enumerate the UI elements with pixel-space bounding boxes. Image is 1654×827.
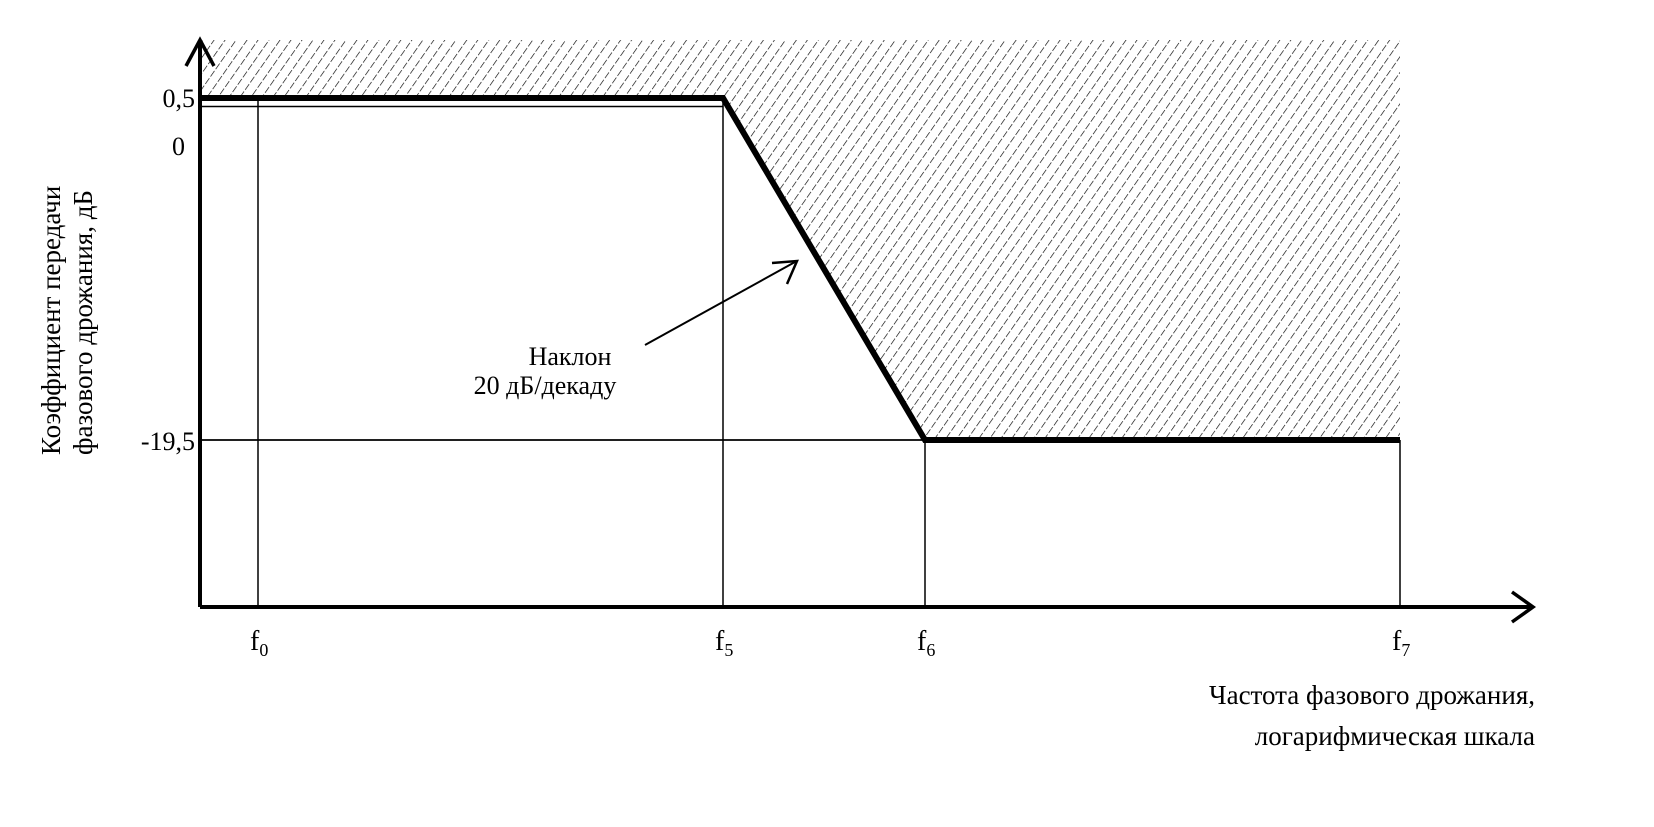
x-axis-label-line: Частота фазового дрожания,: [1209, 680, 1535, 710]
y-tick-label: 0: [172, 132, 185, 161]
x-tick-label: f6: [917, 626, 935, 660]
hatched-region: [200, 40, 1400, 440]
x-axis-label-line: логарифмическая шкала: [1255, 721, 1535, 751]
x-tick-label: f5: [715, 626, 733, 660]
y-tick-label: -19,5: [141, 427, 195, 456]
x-axis-arrow: [1510, 590, 1537, 624]
annotation-line: Наклон: [529, 342, 612, 371]
x-tick-label: f0: [250, 626, 268, 660]
annotation-arrow: [644, 259, 799, 346]
annotation-line: 20 дБ/декаду: [474, 371, 617, 400]
y-axis-arrow: [184, 36, 216, 67]
series-line: [200, 95, 1400, 443]
y-tick-label: 0,5: [163, 84, 196, 113]
y-axis-label-line: Коэффициент передачи: [36, 186, 66, 455]
y-axis-label-line: фазового дрожания, дБ: [68, 190, 98, 455]
y-axis-label: Коэффициент передачи фазового дрожания, …: [36, 186, 98, 455]
x-tick-label: f7: [1392, 626, 1410, 660]
